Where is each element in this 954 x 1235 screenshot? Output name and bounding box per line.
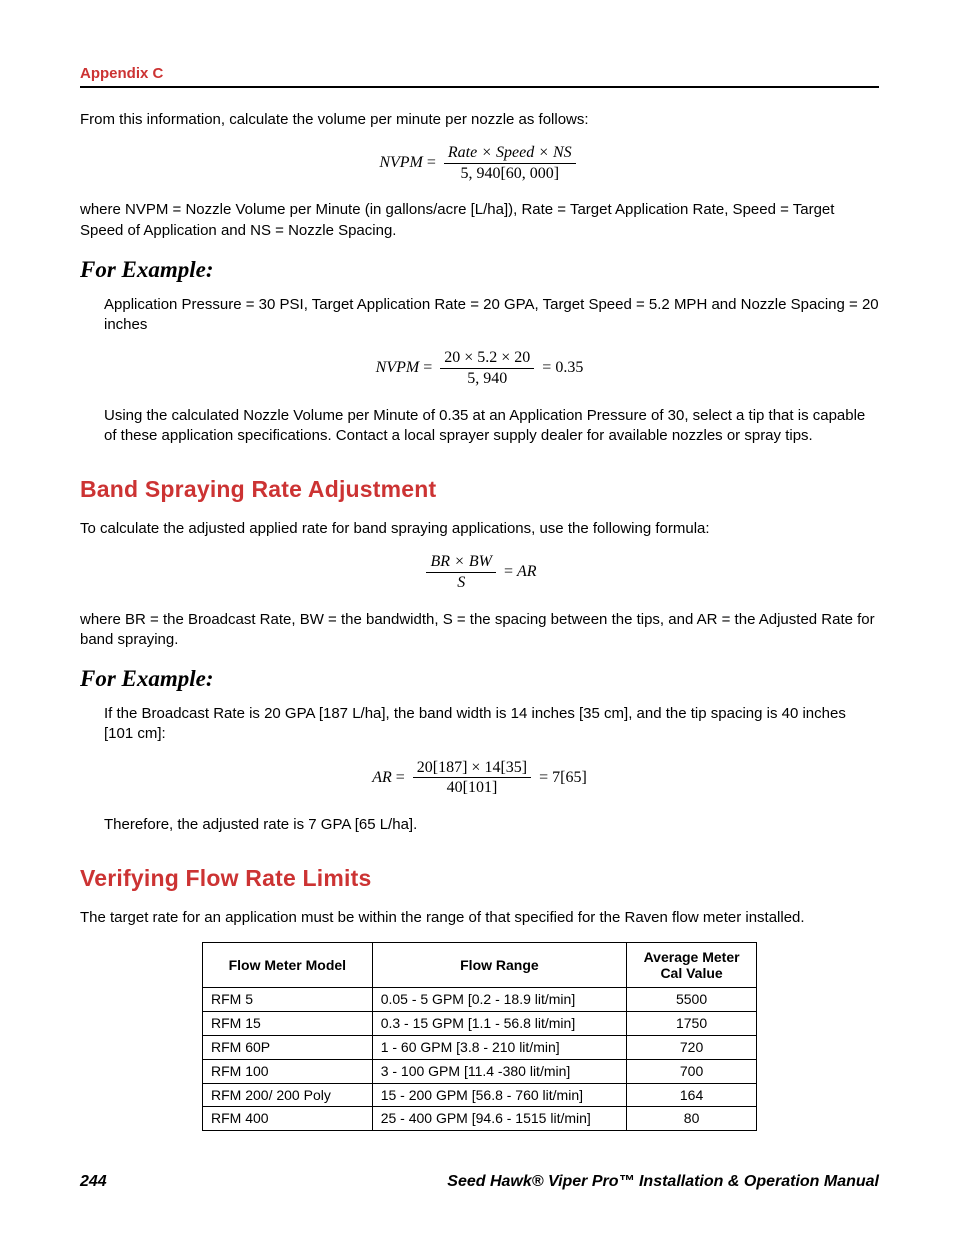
cell-range: 3 - 100 GPM [11.4 -380 lit/min] [372,1059,626,1083]
example1-heading: For Example: [80,257,879,283]
cell-cal: 700 [627,1059,757,1083]
table-row: RFM 40025 - 400 GPM [94.6 - 1515 lit/min… [203,1107,757,1131]
band-p1: To calculate the adjusted applied rate f… [80,519,879,539]
example2-p2: Therefore, the adjusted rate is 7 GPA [6… [80,815,879,835]
example1-p1: Application Pressure = 30 PSI, Target Ap… [80,295,879,336]
eq-den: S [426,573,495,592]
cell-cal: 5500 [627,988,757,1012]
equation-nvpm-example: NVPM = 20 × 5.2 × 20 5, 940 = 0.35 [80,349,879,387]
flow-heading: Verifying Flow Rate Limits [80,865,879,892]
eq-lhs: NVPM [376,359,420,376]
col-model: Flow Meter Model [203,943,373,988]
col-range: Flow Range [372,943,626,988]
table-row: RFM 1003 - 100 GPM [11.4 -380 lit/min]70… [203,1059,757,1083]
example2-p1: If the Broadcast Rate is 20 GPA [187 L/h… [80,704,879,745]
cell-cal: 80 [627,1107,757,1131]
example1-p2: Using the calculated Nozzle Volume per M… [80,406,879,447]
cell-model: RFM 5 [203,988,373,1012]
eq-result: 7[65] [552,768,587,785]
eq-result: 0.35 [555,359,583,376]
cell-model: RFM 15 [203,1012,373,1036]
header-rule [80,86,879,88]
manual-title: Seed Hawk® Viper Pro™ Installation & Ope… [447,1173,879,1191]
cell-range: 0.05 - 5 GPM [0.2 - 18.9 lit/min] [372,988,626,1012]
intro-p2: where NVPM = Nozzle Volume per Minute (i… [80,200,879,241]
eq-num: Rate × Speed × NS [444,144,576,164]
eq-den: 5, 940 [440,369,534,388]
table-row: RFM 50.05 - 5 GPM [0.2 - 18.9 lit/min]55… [203,988,757,1012]
table-row: RFM 150.3 - 15 GPM [1.1 - 56.8 lit/min]1… [203,1012,757,1036]
table-header-row: Flow Meter Model Flow Range Average Mete… [203,943,757,988]
table-row: RFM 60P1 - 60 GPM [3.8 - 210 lit/min]720 [203,1036,757,1060]
eq-num: 20[187] × 14[35] [413,759,531,779]
cell-model: RFM 60P [203,1036,373,1060]
page-footer: 244 Seed Hawk® Viper Pro™ Installation &… [80,1173,879,1191]
cell-range: 1 - 60 GPM [3.8 - 210 lit/min] [372,1036,626,1060]
page-number: 244 [80,1173,107,1191]
eq-den: 5, 940[60, 000] [444,164,576,183]
flow-table: Flow Meter Model Flow Range Average Mete… [202,942,757,1131]
cell-cal: 720 [627,1036,757,1060]
eq-lhs: NVPM [379,154,423,171]
band-heading: Band Spraying Rate Adjustment [80,476,879,503]
appendix-label: Appendix C [80,65,879,82]
eq-rhs: AR [517,563,537,580]
cell-cal: 164 [627,1083,757,1107]
eq-lhs: AR [372,768,392,785]
table-row: RFM 200/ 200 Poly15 - 200 GPM [56.8 - 76… [203,1083,757,1107]
cell-range: 25 - 400 GPM [94.6 - 1515 lit/min] [372,1107,626,1131]
cell-model: RFM 400 [203,1107,373,1131]
equation-band: BR × BW S = AR [80,553,879,591]
eq-num: 20 × 5.2 × 20 [440,349,534,369]
cell-model: RFM 100 [203,1059,373,1083]
equation-nvpm: NVPM = Rate × Speed × NS 5, 940[60, 000] [80,144,879,182]
col-cal: Average Meter Cal Value [627,943,757,988]
cell-range: 0.3 - 15 GPM [1.1 - 56.8 lit/min] [372,1012,626,1036]
eq-num: BR × BW [426,553,495,573]
band-p2: where BR = the Broadcast Rate, BW = the … [80,610,879,651]
cell-cal: 1750 [627,1012,757,1036]
intro-p1: From this information, calculate the vol… [80,110,879,130]
cell-model: RFM 200/ 200 Poly [203,1083,373,1107]
equation-ar-example: AR = 20[187] × 14[35] 40[101] = 7[65] [80,759,879,797]
example2-heading: For Example: [80,666,879,692]
cell-range: 15 - 200 GPM [56.8 - 760 lit/min] [372,1083,626,1107]
flow-p1: The target rate for an application must … [80,908,879,928]
eq-den: 40[101] [413,778,531,797]
